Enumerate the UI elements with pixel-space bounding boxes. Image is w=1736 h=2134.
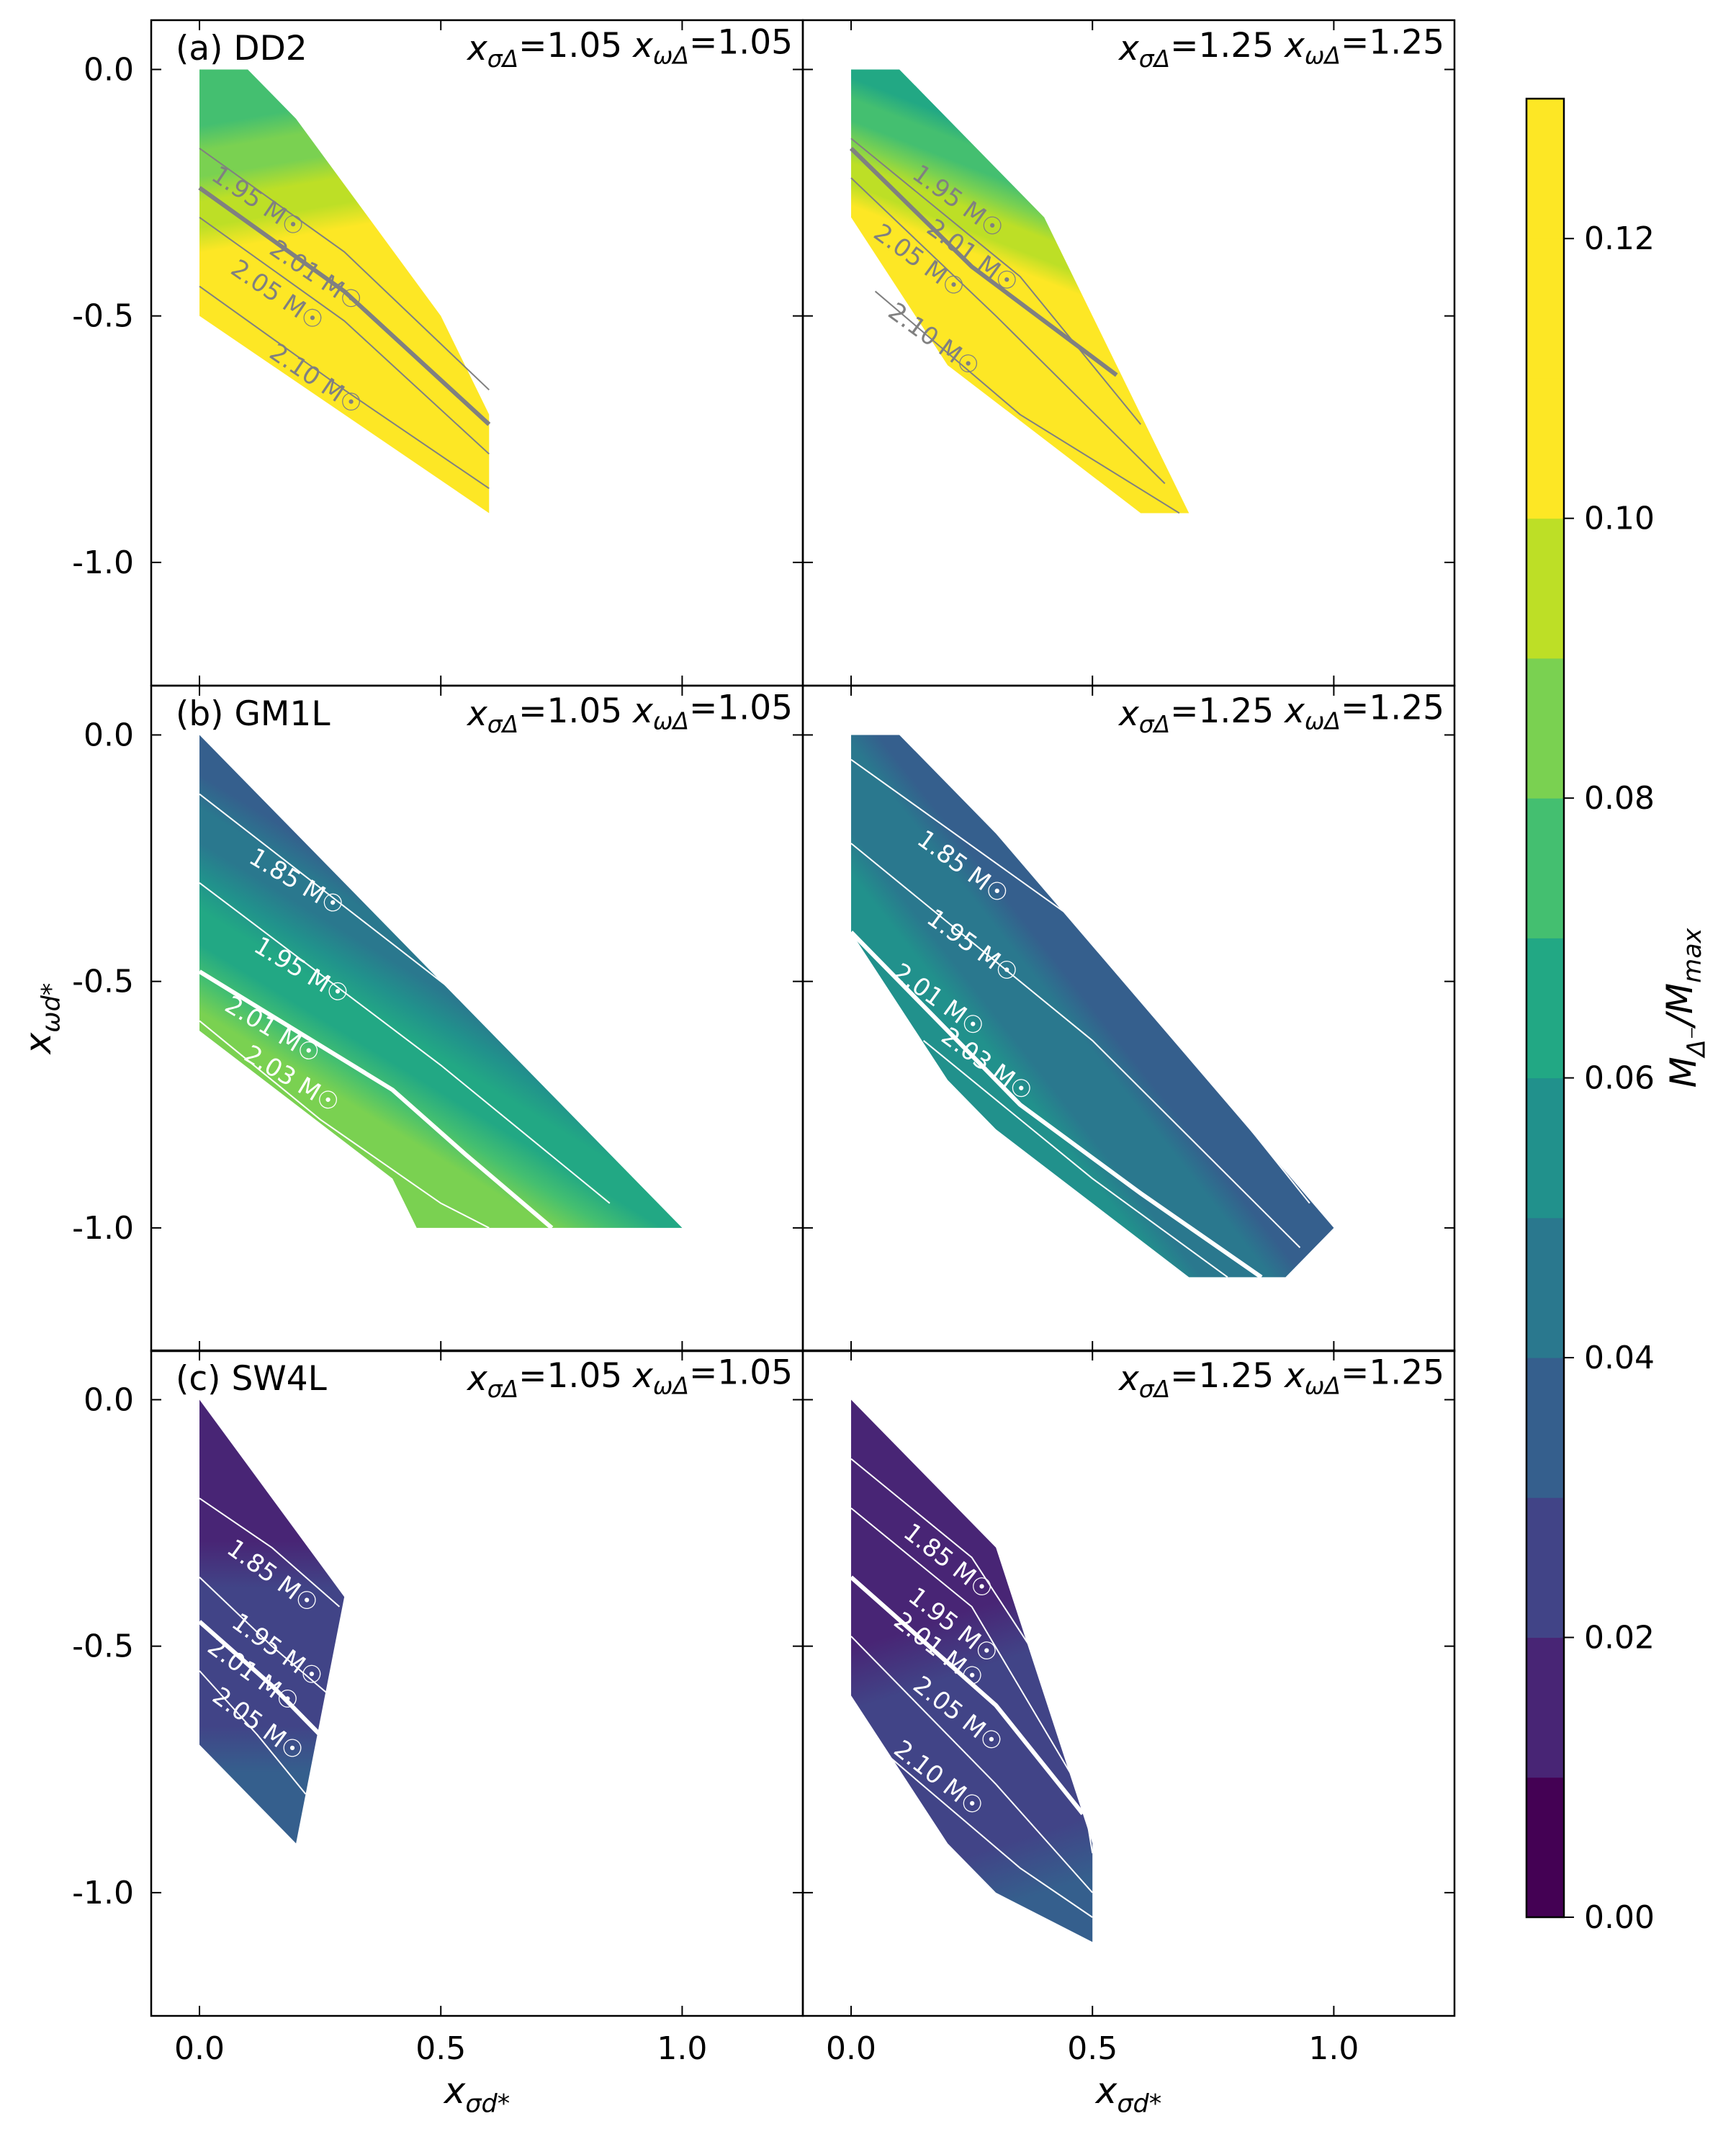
colorbar-segment <box>1526 1777 1564 1918</box>
contour-line <box>199 1670 307 1795</box>
colorbar-segment <box>1526 658 1564 799</box>
filled-region <box>199 1399 345 1844</box>
parameter-label: xσΔ=1.05 xωΔ=1.05 <box>466 689 793 738</box>
y-tick-label: -0.5 <box>72 1628 134 1665</box>
panel-label: (b) GM1L <box>176 694 330 734</box>
panel-sw4l-low: 1.85 M☉1.95 M☉2.01 M☉2.05 M☉0.0 0.5 1.00.0… <box>72 1349 804 2067</box>
colorbar-segment <box>1526 99 1564 239</box>
x-axis-title-right: xσd* <box>1094 2070 1162 2118</box>
panel-dd2-high: 1.95 M☉2.01 M☉2.05 M☉2.10 M☉xσΔ=1.25 xωΔ… <box>801 19 1456 687</box>
colorbar-tick-label: 0.06 <box>1584 1060 1655 1097</box>
contour-line <box>199 148 490 391</box>
contour-line <box>850 1458 1094 1804</box>
colorbar-segment <box>1526 938 1564 1079</box>
axis-titles: xσd* xσd* xωd* <box>17 983 1161 2119</box>
contour-line <box>850 1636 1093 1893</box>
contour-line <box>922 1040 1228 1278</box>
contour-line <box>199 1577 330 1696</box>
colorbar-segment <box>1526 798 1564 938</box>
contour-line <box>850 1575 1085 1816</box>
contour-line <box>199 1497 341 1608</box>
colorbar-segment <box>1526 1637 1564 1778</box>
panel-sw4l-high: 1.85 M☉1.95 M☉2.01 M☉2.05 M☉2.10 M☉0.0 0.… <box>801 1349 1456 2067</box>
y-tick-label: -1.0 <box>72 1875 134 1911</box>
colorbar-tick-label: 0.04 <box>1584 1340 1655 1376</box>
contour-line <box>199 882 611 1204</box>
contour-line <box>874 1744 1093 1918</box>
filled-region <box>851 69 1189 514</box>
contour-line <box>850 138 1142 425</box>
panel-label: (c) SW4L <box>176 1359 327 1399</box>
contour-line <box>874 290 1180 514</box>
parameter-label: xσΔ=1.25 xωΔ=1.25 <box>1117 689 1444 738</box>
colorbar-segment <box>1526 1077 1564 1219</box>
contour-line <box>849 146 1118 377</box>
colorbar-segment <box>1526 238 1564 379</box>
filled-region <box>851 1399 1093 1942</box>
contour-line <box>850 758 1310 1204</box>
colorbar-segment <box>1526 378 1564 519</box>
y-tick-label: -1.0 <box>72 544 134 581</box>
x-tick-label: 0.0 <box>174 2030 225 2067</box>
colorbar-tick-label: 0.02 <box>1584 1620 1655 1656</box>
x-tick-label: 1.0 <box>657 2030 707 2067</box>
x-axis-title-left: xσd* <box>443 2070 511 2118</box>
panel-frame <box>801 1349 1456 2017</box>
parameter-label: xσΔ=1.05 xωΔ=1.05 <box>466 1353 793 1403</box>
contour-line <box>850 1507 1094 1854</box>
contour-line <box>198 1620 322 1736</box>
y-tick-label: -0.5 <box>72 964 134 1000</box>
y-axis-title: xωd* <box>17 983 66 1056</box>
x-tick-label: 0.5 <box>1067 2030 1117 2067</box>
panel-dd2-low: 1.95 M☉2.01 M☉2.05 M☉2.10 M☉0.0-0.5-1.0(… <box>72 19 804 687</box>
colorbar-segment <box>1526 1217 1564 1358</box>
x-tick-label: 0.5 <box>415 2030 466 2067</box>
y-tick-label: -0.5 <box>72 298 134 335</box>
panel-label: (a) DD2 <box>176 29 307 68</box>
contour-line <box>199 216 490 455</box>
parameter-label: xσΔ=1.25 xωΔ=1.25 <box>1117 1353 1444 1403</box>
contour-line <box>849 931 1263 1279</box>
x-tick-label: 1.0 <box>1308 2030 1359 2067</box>
x-tick-label: 0.0 <box>826 2030 876 2067</box>
contour-line <box>199 793 634 1130</box>
contour-line <box>199 1020 490 1229</box>
y-tick-label: 0.0 <box>84 51 134 88</box>
y-tick-label: 0.0 <box>84 1381 134 1418</box>
panel-gm1l-high: 1.85 M☉1.95 M☉2.01 M☉2.03 M☉xσΔ=1.25 xωΔ… <box>801 684 1456 1353</box>
contour-line <box>198 969 554 1230</box>
colorbar-segment <box>1526 518 1564 659</box>
parameter-label: xσΔ=1.05 xωΔ=1.05 <box>466 23 793 73</box>
y-tick-label: 0.0 <box>84 717 134 753</box>
contour-line <box>850 177 1166 485</box>
contour-line <box>199 285 490 490</box>
contour-line <box>198 186 491 426</box>
panel-gm1l-low: 1.85 M☉1.95 M☉2.01 M☉2.03 M☉0.0-0.5-1.0(… <box>72 684 804 1353</box>
filled-region <box>851 735 1334 1278</box>
colorbar-tick-label: 0.12 <box>1584 220 1655 257</box>
colorbar-tick-label: 0.00 <box>1584 1899 1655 1936</box>
y-tick-label: -1.0 <box>72 1210 134 1247</box>
colorbar: 0.00 0.02 0.04 0.06 0.08 0.10 0.12 MΔ⁻/Mmax <box>1525 97 1712 1936</box>
colorbar-tick-label: 0.10 <box>1584 501 1655 537</box>
panels: 1.95 M☉2.01 M☉2.05 M☉2.10 M☉0.0-0.5-1.0(… <box>72 19 1456 2067</box>
colorbar-title: MΔ⁻/Mmax <box>1659 928 1712 1088</box>
colorbar-tick-label: 0.08 <box>1584 780 1655 817</box>
colorbar-segment <box>1526 1358 1564 1498</box>
colorbar-frame <box>1525 97 1565 1919</box>
parameter-label: xσΔ=1.25 xωΔ=1.25 <box>1117 23 1444 73</box>
contour-line <box>850 843 1301 1248</box>
colorbar-segment <box>1526 1497 1564 1638</box>
